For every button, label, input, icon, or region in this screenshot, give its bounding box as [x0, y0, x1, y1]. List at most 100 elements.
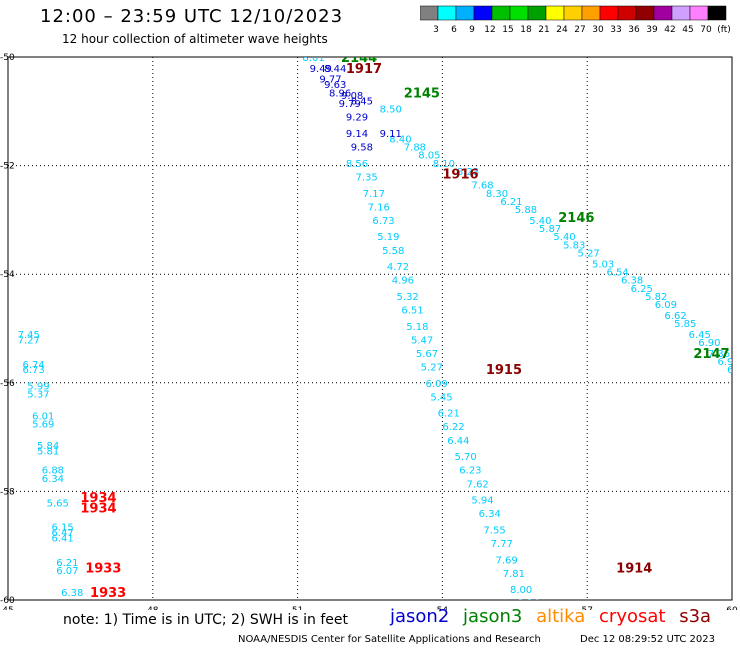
swh-value-s3a: 7.55 — [483, 525, 505, 536]
colorbar-label: 24 — [556, 25, 568, 35]
swh-value-cryosat: 6.21 — [56, 558, 78, 569]
colorbar-label: 9 — [469, 25, 475, 35]
swh-value-jason3: 5.40 — [529, 216, 551, 227]
x-tick-label: 48 — [147, 606, 159, 610]
swh-value-s3a: 7.77 — [491, 539, 513, 550]
swh-value-s3a: 5.19 — [377, 232, 399, 243]
swh-value-jason2: 9.77 — [319, 75, 341, 86]
pass-time-label: 1917 — [346, 62, 382, 77]
pass-time-label: 1933 — [90, 586, 126, 601]
swh-value-jason3: 6.62 — [664, 311, 686, 322]
swh-value-jason2: 9.29 — [346, 113, 368, 124]
colorbar-label: 21 — [538, 25, 549, 35]
swh-value-jason2: 9.11 — [380, 129, 402, 140]
swh-value-cryosat: 5.99 — [27, 382, 49, 393]
swh-value-jason2: 8.96 — [329, 88, 351, 99]
swh-value-s3a: 7.35 — [356, 172, 378, 183]
x-tick-label: 60 — [726, 606, 738, 610]
pass-time-label: 2144 — [341, 51, 377, 66]
swh-value-jason3: 5.27 — [578, 248, 600, 259]
pass-time-label: 2147 — [693, 347, 729, 362]
colorbar-legend: 3 6 9 12 15 18 21 24 27 30 33 36 39 42 45 70 (ft) — [420, 5, 730, 35]
swh-value-s3a: 5.18 — [406, 322, 428, 333]
swh-value-cryosat: 5.84 — [37, 441, 59, 452]
swh-value-cryosat: 6.07 — [56, 566, 78, 577]
x-tick-label: 45 — [2, 606, 13, 610]
colorbar-label: 30 — [592, 25, 604, 35]
swh-value-jason3: 6.21 — [500, 197, 522, 208]
swh-value-jason2: 9.49 — [310, 64, 332, 75]
swh-value-jason3: 6.45 — [689, 330, 711, 341]
swh-value-jason3: 5.03 — [592, 259, 614, 270]
swh-value-s3a: 6.23 — [459, 466, 481, 477]
swh-value-s3a: 7.62 — [467, 479, 489, 490]
data-layer: 8.018.508.407.888.058.108.237.688.306.21… — [18, 51, 740, 610]
swh-value-jason3: 6.97 — [718, 357, 740, 368]
swh-value-cryosat: 7.45 — [18, 330, 40, 341]
pass-time-label: 1915 — [486, 363, 522, 378]
swh-value-s3a: 4.96 — [392, 276, 414, 287]
swh-value-jason2: 9.79 — [339, 99, 361, 110]
swh-value-jason3: 8.10 — [433, 159, 455, 170]
swh-value-s3a: 4.72 — [387, 262, 409, 273]
swh-value-cryosat: 6.81 — [61, 604, 83, 610]
colorbar-label: 27 — [574, 25, 585, 35]
swh-value-s3a: 6.34 — [479, 509, 501, 520]
colorbar-label: 15 — [502, 25, 513, 35]
swh-value-jason3: 5.87 — [539, 224, 561, 235]
y-tick-label: -56 — [0, 379, 15, 389]
swh-value-jason3: 5.83 — [563, 240, 585, 251]
swh-value-s3a: 5.47 — [411, 335, 433, 346]
units-note: note: 1) Time is in UTC; 2) SWH is in fe… — [63, 612, 349, 628]
swh-value-jason3: 8.30 — [486, 189, 508, 200]
swh-value-s3a: 7.16 — [368, 202, 390, 213]
swh-value-cryosat: 6.41 — [51, 534, 73, 545]
swh-value-jason3: 6.25 — [631, 284, 653, 295]
swh-value-s3a: 7.17 — [363, 189, 385, 200]
swh-value-s3a: 6.21 — [438, 409, 460, 420]
colorbar-label: 42 — [664, 25, 675, 35]
colorbar-label: 70 — [700, 25, 712, 35]
swh-value-jason3: 8.01 — [302, 53, 324, 64]
swh-value-s3a: 6.22 — [442, 422, 464, 433]
legend-s3a: s3a — [679, 606, 712, 627]
swh-value-jason3: 5.88 — [515, 205, 537, 216]
legend-jason3: jason3 — [463, 606, 523, 627]
x-tick-label: 51 — [292, 606, 303, 610]
page-subtitle: 12 hour collection of altimeter wave hei… — [62, 32, 328, 46]
legend-jason2: jason2 — [390, 606, 450, 627]
swh-value-s3a: 6.73 — [372, 216, 394, 227]
swh-value-jason2: 9.08 — [341, 91, 363, 102]
swh-value-jason3: 7.88 — [404, 143, 426, 154]
swh-value-s3a: 6.44 — [447, 436, 469, 447]
swh-value-cryosat: 6.88 — [42, 466, 64, 477]
swh-value-cryosat: 7.27 — [18, 335, 40, 346]
y-tick-label: -50 — [0, 53, 15, 63]
swh-value-jason3: 8.05 — [418, 151, 440, 162]
colorbar-label: (ft) — [717, 25, 730, 35]
swh-value-s3a: 8.14 — [517, 599, 539, 610]
pass-time-label: 1914 — [616, 561, 652, 576]
x-tick-label: 54 — [437, 606, 449, 610]
swh-value-jason3: 6.09 — [655, 300, 677, 311]
swh-value-s3a: 7.69 — [495, 555, 517, 566]
swh-value-jason2: 9.58 — [351, 143, 373, 154]
swh-value-cryosat: 6.15 — [51, 523, 73, 534]
footer-credit: NOAA/NESDIS Center for Satellite Applica… — [238, 634, 541, 645]
swh-value-jason3: 6.54 — [607, 267, 629, 278]
pass-time-label: 1933 — [85, 561, 121, 576]
pass-time-label: 1934 — [80, 491, 116, 506]
pass-time-label: 1916 — [442, 168, 478, 183]
swh-value-s3a: 5.94 — [471, 496, 493, 507]
swh-value-jason3: 5.82 — [645, 292, 667, 303]
swh-value-s3a: 6.09 — [426, 379, 448, 390]
swh-value-s3a: 8.00 — [510, 585, 532, 596]
swh-value-s3a: 5.32 — [397, 292, 419, 303]
colorbar-label: 45 — [682, 25, 693, 35]
swh-value-jason2: 8.44 — [324, 64, 346, 75]
swh-value-jason3: 6.38 — [621, 276, 643, 287]
swh-value-jason3: 8.50 — [380, 105, 402, 116]
plot-frame — [7, 56, 733, 601]
swh-value-cryosat: 5.65 — [47, 498, 69, 509]
swh-value-jason3: 8.23 — [457, 167, 479, 178]
